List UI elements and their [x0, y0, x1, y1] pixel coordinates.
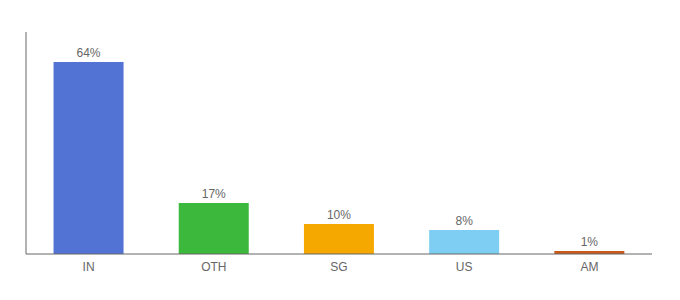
svg-text:17%: 17% — [202, 187, 226, 201]
svg-text:SG: SG — [330, 260, 347, 274]
svg-text:IN: IN — [83, 260, 95, 274]
svg-text:64%: 64% — [77, 46, 101, 60]
svg-text:1%: 1% — [581, 235, 599, 249]
svg-text:10%: 10% — [327, 208, 351, 222]
svg-text:AM: AM — [580, 260, 598, 274]
svg-text:US: US — [456, 260, 473, 274]
svg-text:8%: 8% — [455, 214, 473, 228]
svg-text:OTH: OTH — [201, 260, 226, 274]
